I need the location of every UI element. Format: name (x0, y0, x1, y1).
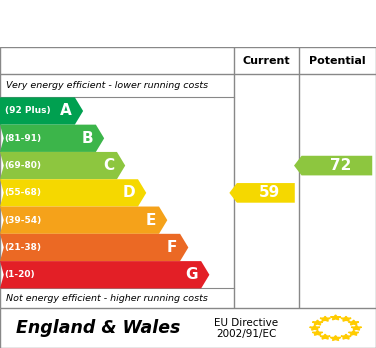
Text: D: D (122, 185, 135, 200)
Polygon shape (0, 152, 125, 179)
Polygon shape (320, 334, 330, 339)
Polygon shape (0, 125, 104, 152)
Polygon shape (312, 320, 323, 325)
Polygon shape (0, 179, 146, 206)
Text: England & Wales: England & Wales (15, 319, 180, 337)
Polygon shape (320, 316, 330, 321)
Text: (39-54): (39-54) (5, 216, 42, 225)
Text: Not energy efficient - higher running costs: Not energy efficient - higher running co… (6, 294, 208, 303)
Polygon shape (0, 234, 188, 261)
Text: Energy Efficiency Rating: Energy Efficiency Rating (64, 15, 312, 32)
Text: A: A (60, 103, 72, 119)
Polygon shape (0, 206, 167, 234)
Text: B: B (81, 131, 93, 146)
Text: (92 Plus): (92 Plus) (5, 106, 50, 116)
Polygon shape (309, 325, 320, 330)
Text: E: E (146, 213, 156, 228)
Text: (69-80): (69-80) (5, 161, 41, 170)
Polygon shape (331, 315, 341, 320)
Text: G: G (186, 267, 198, 282)
Polygon shape (0, 97, 83, 125)
Text: (81-91): (81-91) (5, 134, 42, 143)
Text: Current: Current (243, 56, 290, 66)
Polygon shape (294, 156, 372, 175)
Polygon shape (349, 320, 359, 325)
Text: 2002/91/EC: 2002/91/EC (216, 329, 276, 339)
Text: C: C (103, 158, 114, 173)
Text: (1-20): (1-20) (5, 270, 35, 279)
Text: F: F (167, 240, 177, 255)
Text: EU Directive: EU Directive (214, 318, 278, 328)
Text: 72: 72 (330, 158, 351, 173)
Polygon shape (0, 261, 209, 288)
Text: (21-38): (21-38) (5, 243, 41, 252)
Polygon shape (349, 331, 359, 335)
Text: 59: 59 (259, 185, 280, 200)
Polygon shape (229, 183, 295, 203)
Text: (55-68): (55-68) (5, 188, 41, 197)
Text: Very energy efficient - lower running costs: Very energy efficient - lower running co… (6, 81, 208, 90)
Polygon shape (312, 331, 323, 335)
Polygon shape (331, 336, 341, 340)
Polygon shape (341, 334, 351, 339)
Polygon shape (341, 316, 351, 321)
Text: Potential: Potential (309, 56, 365, 66)
Polygon shape (351, 325, 362, 330)
